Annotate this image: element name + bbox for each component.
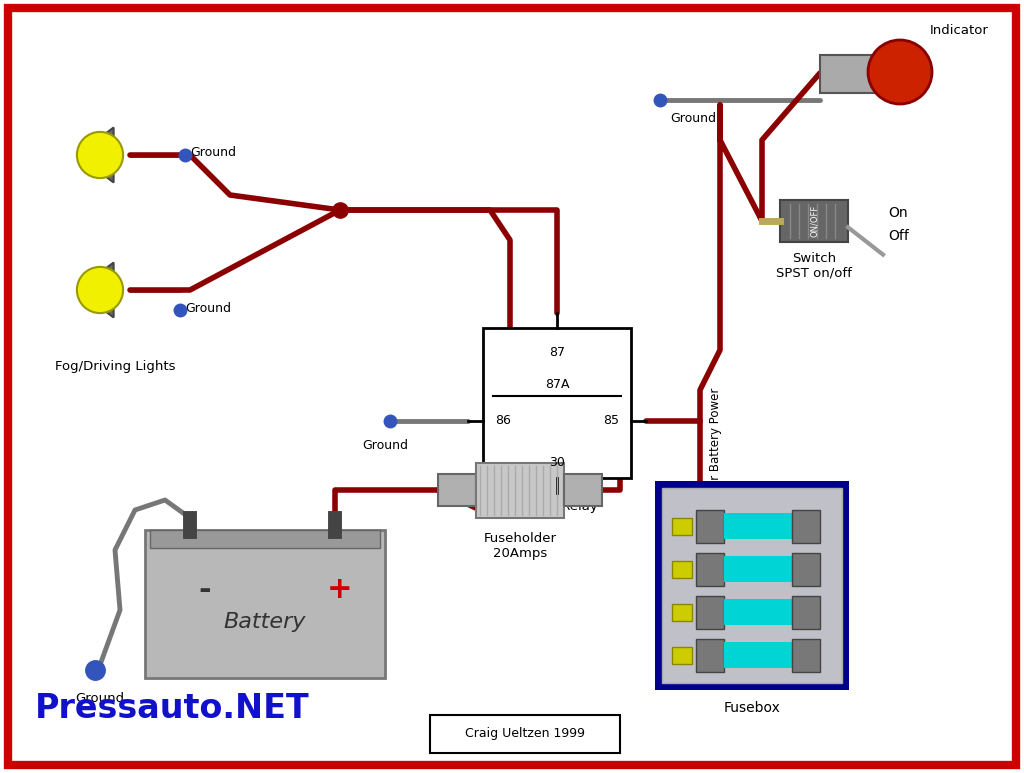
Bar xyxy=(672,518,692,535)
Text: 87: 87 xyxy=(549,346,565,359)
Text: 30: 30 xyxy=(549,457,565,469)
Bar xyxy=(430,715,620,753)
Bar xyxy=(438,474,476,506)
Bar xyxy=(724,599,792,625)
Text: 85: 85 xyxy=(603,414,618,427)
Bar xyxy=(724,556,792,582)
Text: Ground: Ground xyxy=(670,112,716,125)
Text: Switch
SPST on/off: Switch SPST on/off xyxy=(776,252,852,280)
Bar xyxy=(672,647,692,664)
Circle shape xyxy=(77,267,123,313)
Bar xyxy=(696,639,724,672)
Text: Fusebox: Fusebox xyxy=(724,701,780,715)
Text: Off: Off xyxy=(888,229,909,243)
Bar xyxy=(696,596,724,629)
Bar xyxy=(792,596,820,629)
Circle shape xyxy=(868,40,932,104)
Bar xyxy=(145,530,385,678)
Polygon shape xyxy=(95,128,114,182)
Text: 86: 86 xyxy=(495,414,511,427)
Text: Ground: Ground xyxy=(76,692,125,705)
Bar xyxy=(724,513,792,539)
Text: -: - xyxy=(199,576,211,604)
Text: Ground: Ground xyxy=(190,147,236,159)
Text: Indicator: Indicator xyxy=(930,24,989,37)
Bar xyxy=(672,604,692,621)
Bar xyxy=(696,510,724,543)
Bar xyxy=(792,639,820,672)
Polygon shape xyxy=(95,263,114,318)
Text: Fuseholder
20Amps: Fuseholder 20Amps xyxy=(483,533,556,560)
Text: Ground: Ground xyxy=(185,301,231,315)
Bar xyxy=(724,642,792,668)
Text: Battery: Battery xyxy=(224,611,306,632)
Circle shape xyxy=(77,132,123,178)
Bar xyxy=(792,510,820,543)
Bar xyxy=(792,553,820,586)
Bar xyxy=(483,328,631,478)
Text: Fog/Driving Lights: Fog/Driving Lights xyxy=(55,360,175,373)
Text: Pressauto.NET: Pressauto.NET xyxy=(35,692,309,724)
Bar xyxy=(696,553,724,586)
Bar xyxy=(655,481,849,690)
Text: Craig Ueltzen 1999: Craig Ueltzen 1999 xyxy=(465,727,585,741)
Text: 87A: 87A xyxy=(545,379,569,391)
Text: ON/OFF: ON/OFF xyxy=(810,205,818,237)
Text: Ground: Ground xyxy=(362,439,408,452)
Bar xyxy=(150,530,380,548)
Text: IGN or Battery Power: IGN or Battery Power xyxy=(709,388,722,512)
Text: Bosch Relay: Bosch Relay xyxy=(517,500,597,513)
Bar xyxy=(780,200,848,242)
Bar xyxy=(662,488,842,683)
Bar xyxy=(672,561,692,578)
Bar xyxy=(564,474,602,506)
Bar xyxy=(476,462,564,517)
Text: On: On xyxy=(888,206,907,220)
Text: +: + xyxy=(328,576,353,604)
Bar xyxy=(820,55,878,93)
